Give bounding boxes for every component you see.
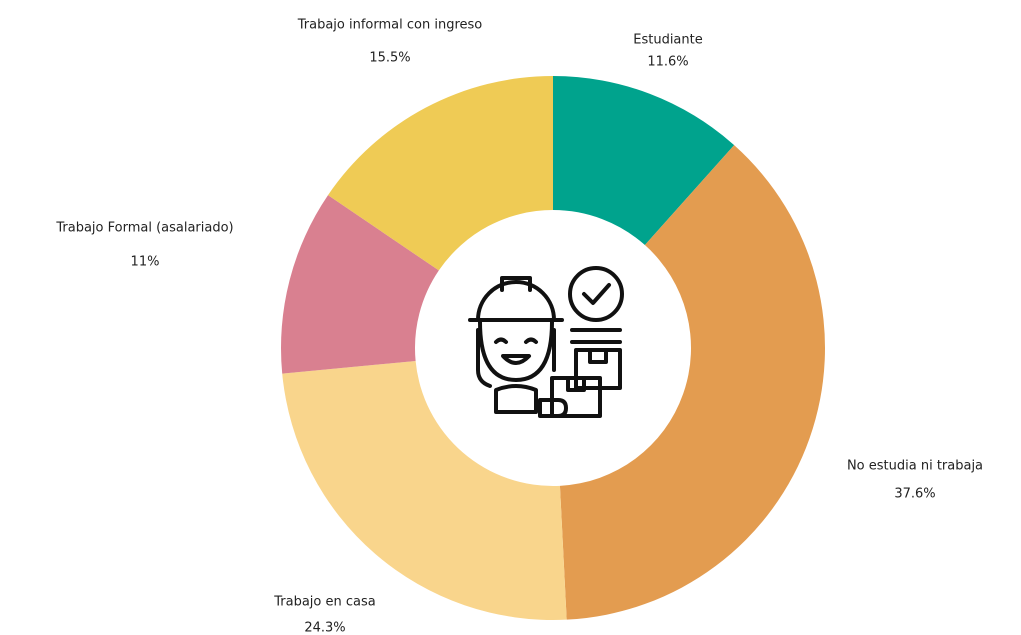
slice-label: Trabajo Formal (asalariado) [55,221,233,236]
lines [572,330,620,342]
chart: Estudiante 11.6% No estudia ni trabaja 37.6… [0,0,1021,635]
body [496,386,536,412]
check-circle [570,268,622,320]
value-label: 24.3% [304,621,345,635]
helmet [478,282,554,320]
slice-label: Trabajo informal con ingreso [297,18,483,33]
face [480,322,552,380]
value-label: 15.5% [369,51,410,66]
value-label: 37.6% [894,487,935,502]
value-label: 11% [131,255,160,270]
check [584,285,609,303]
slice-label: Estudiante [633,33,703,48]
mouth [503,356,529,363]
center-icon [470,268,622,416]
slice [282,361,566,620]
slice-label: No estudia ni trabaja [847,459,983,474]
eyes [496,340,536,343]
value-label: 11.6% [647,55,688,70]
slice-label: Trabajo en casa [273,595,375,610]
